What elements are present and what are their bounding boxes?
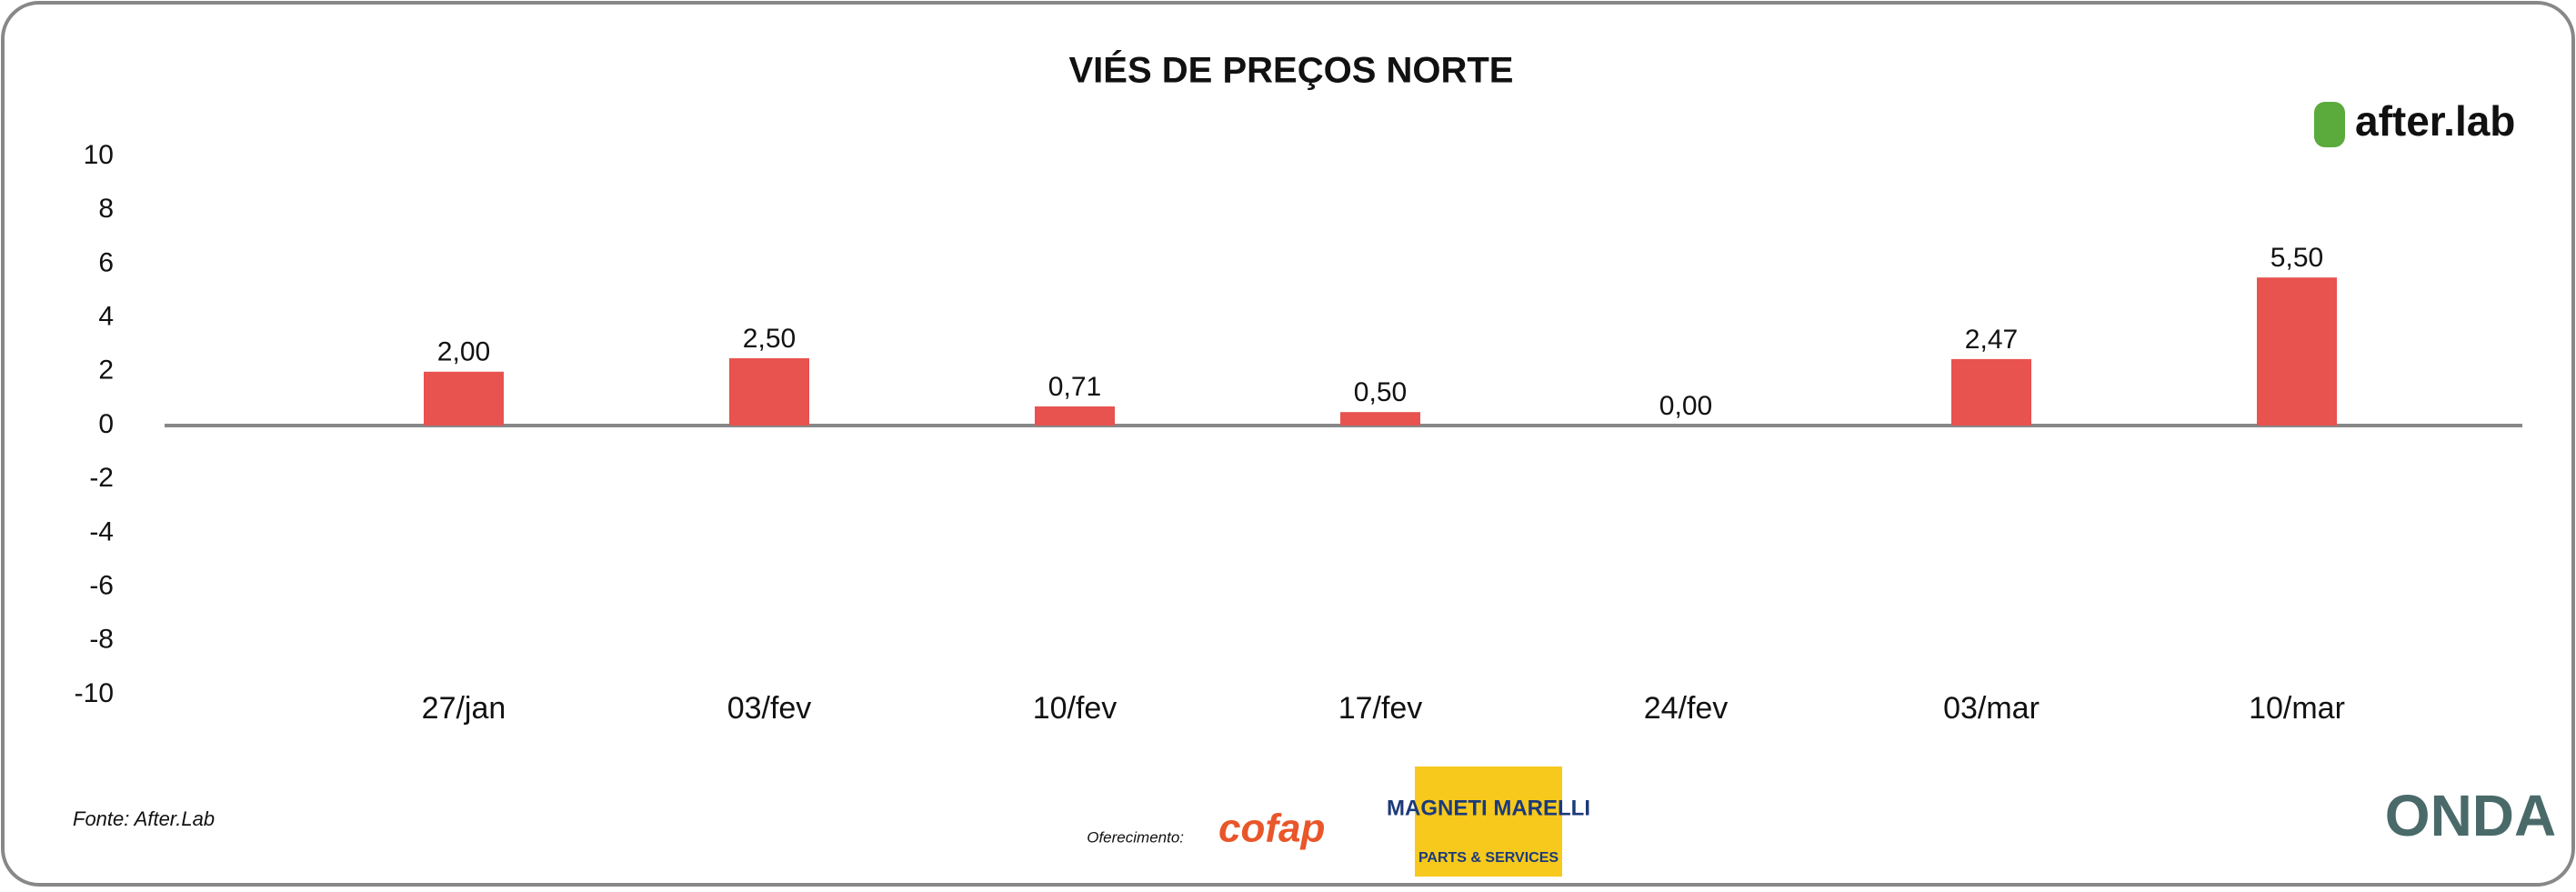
value-label: 0,50 — [1354, 377, 1407, 407]
y-tick-label: -4 — [89, 516, 114, 546]
x-tick-label: 03/fev — [727, 691, 812, 726]
bar — [424, 371, 504, 426]
value-label: 2,50 — [743, 324, 796, 354]
value-label: 0,00 — [1659, 391, 1712, 421]
sponsor-sub: PARTS & SERVICES — [1418, 850, 1559, 866]
y-tick-label: 10 — [84, 140, 114, 170]
x-tick-label: 03/mar — [1943, 691, 2040, 726]
bar — [1340, 412, 1420, 426]
chart-title: VIÉS DE PREÇOS NORTE — [1069, 50, 1514, 91]
y-tick-label: 4 — [98, 302, 114, 332]
source: Fonte: After.Lab — [73, 807, 215, 830]
bar — [2257, 277, 2337, 426]
x-tick-label: 10/mar — [2249, 691, 2345, 726]
brand-logo: after.lab — [2355, 97, 2515, 145]
x-tick-label: 24/fev — [1644, 691, 1729, 726]
y-tick-label: -8 — [89, 625, 114, 655]
value-label: 0,71 — [1048, 372, 1101, 402]
x-tick-label: 27/jan — [422, 691, 506, 726]
sponsor-logo: cofap — [1218, 807, 1325, 851]
y-tick-label: 8 — [98, 194, 114, 224]
value-label: 2,00 — [437, 337, 490, 367]
value-label: 2,47 — [1965, 325, 2018, 355]
partner-logo: ONDA — [2385, 783, 2556, 848]
bar — [1951, 358, 2031, 426]
offered-by: Oferecimento: — [1087, 828, 1184, 846]
y-tick-label: -10 — [75, 678, 114, 708]
value-label: 5,50 — [2270, 243, 2323, 273]
y-tick-label: 2 — [98, 356, 114, 386]
x-tick-label: 17/fev — [1338, 691, 1423, 726]
y-tick-label: -2 — [89, 463, 114, 493]
y-tick-label: 0 — [98, 409, 114, 439]
sponsor-logo: MAGNETI MARELLI — [1387, 796, 1590, 820]
sponsor-badge — [1415, 767, 1562, 877]
y-tick-label: -6 — [89, 571, 114, 601]
bar — [1035, 406, 1115, 426]
brand-icon — [2314, 102, 2345, 147]
x-tick-label: 10/fev — [1033, 691, 1118, 726]
y-tick-label: 6 — [98, 247, 114, 277]
bar — [729, 358, 809, 426]
